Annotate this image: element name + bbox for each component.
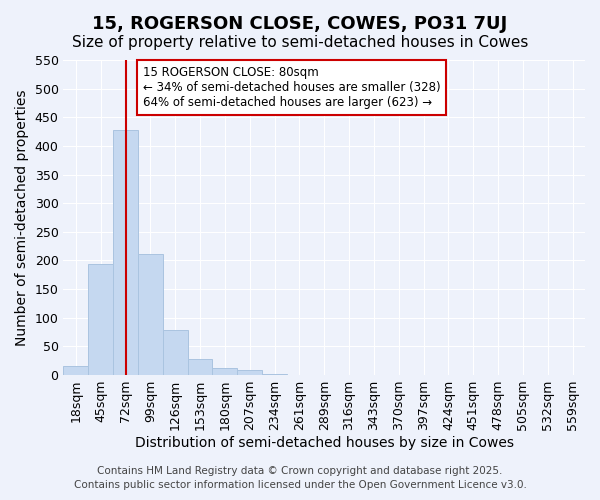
- Bar: [138, 254, 163, 375]
- Text: Contains HM Land Registry data © Crown copyright and database right 2025.
Contai: Contains HM Land Registry data © Crown c…: [74, 466, 526, 490]
- Bar: [188, 359, 212, 375]
- Bar: [163, 330, 188, 375]
- Bar: [64, 366, 88, 375]
- Bar: [262, 374, 287, 375]
- Bar: [88, 264, 113, 375]
- Bar: [212, 368, 237, 375]
- Text: 15, ROGERSON CLOSE, COWES, PO31 7UJ: 15, ROGERSON CLOSE, COWES, PO31 7UJ: [92, 15, 508, 33]
- Bar: [113, 130, 138, 375]
- X-axis label: Distribution of semi-detached houses by size in Cowes: Distribution of semi-detached houses by …: [135, 436, 514, 450]
- Bar: [237, 370, 262, 375]
- Y-axis label: Number of semi-detached properties: Number of semi-detached properties: [15, 89, 29, 345]
- Text: Size of property relative to semi-detached houses in Cowes: Size of property relative to semi-detach…: [72, 35, 528, 50]
- Text: 15 ROGERSON CLOSE: 80sqm
← 34% of semi-detached houses are smaller (328)
64% of : 15 ROGERSON CLOSE: 80sqm ← 34% of semi-d…: [143, 66, 440, 108]
